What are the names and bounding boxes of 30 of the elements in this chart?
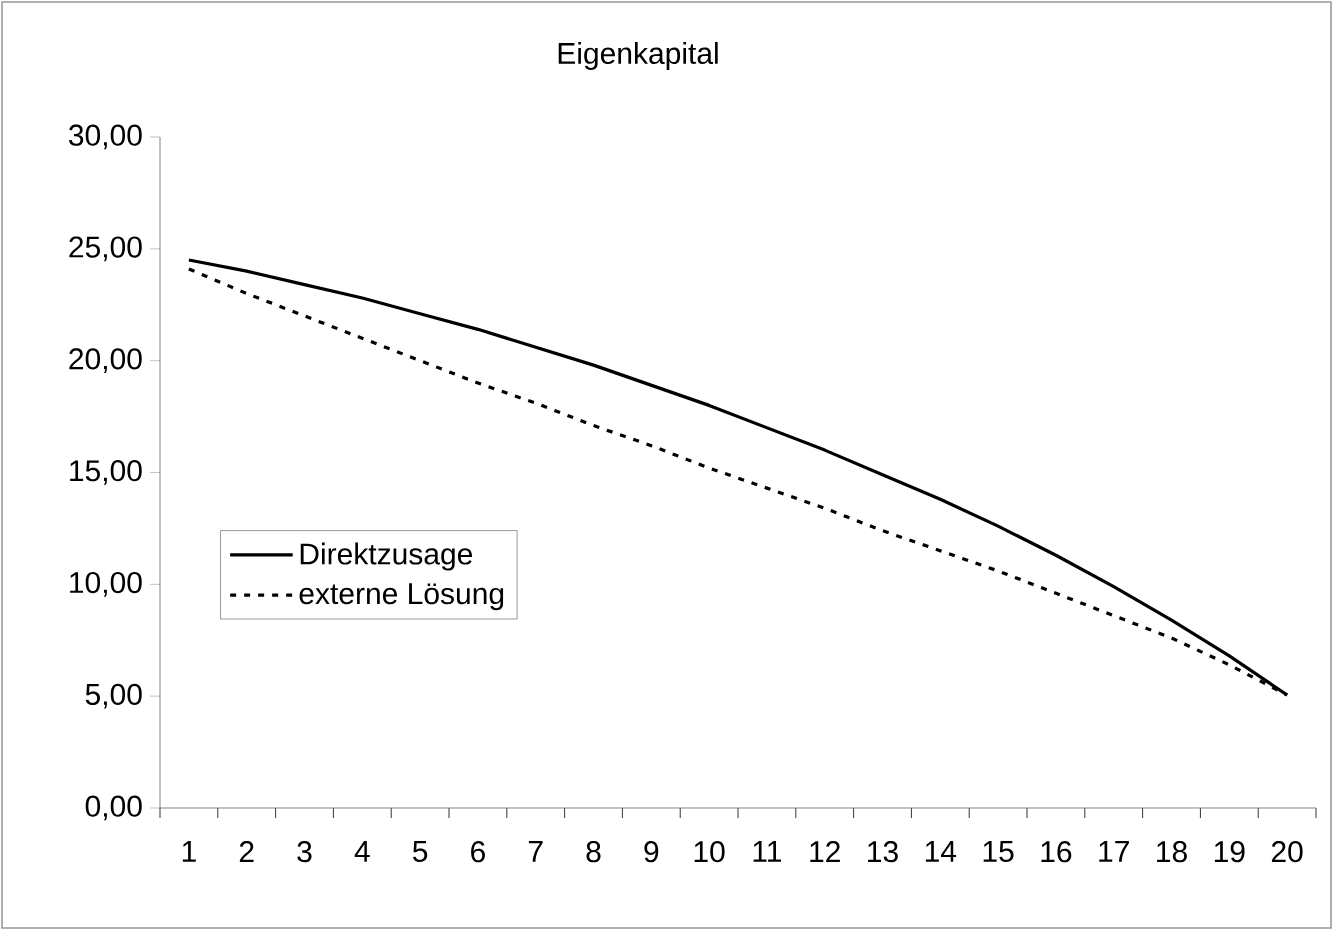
- x-tick-label: 10: [694, 841, 725, 863]
- x-tick-label: 16: [1041, 841, 1072, 863]
- x-tick-label: 2: [239, 841, 254, 862]
- y-tick-label: 10,00: [70, 571, 142, 597]
- y-tick-label: 30,00: [69, 124, 142, 150]
- x-tick-label: 5: [412, 841, 428, 862]
- x-tick-label: 12: [810, 841, 840, 862]
- x-tick-label: 3: [297, 841, 312, 863]
- x-tick-label: 17: [1099, 841, 1129, 862]
- x-tick-label: 9: [644, 841, 659, 863]
- y-tick-label: 5,00: [85, 683, 142, 709]
- x-tick-label: 6: [471, 841, 485, 863]
- chart-title: Eigenkapital: [558, 42, 718, 70]
- x-tick-label: 1: [182, 841, 196, 862]
- x-tick-label: 14: [925, 841, 957, 862]
- y-tick-label: 25,00: [69, 236, 142, 262]
- x-tick-label: 18: [1157, 841, 1187, 863]
- x-tick-label: 4: [354, 841, 370, 862]
- x-tick-label: 11: [753, 841, 782, 862]
- y-tick-label: 20,00: [69, 348, 142, 374]
- x-tick-label: 7: [528, 841, 543, 862]
- legend-label: externe Lösung: [299, 583, 504, 611]
- x-tick-label: 20: [1271, 841, 1303, 863]
- x-tick-label: 8: [586, 841, 601, 863]
- y-tick-label: 15,00: [70, 460, 142, 485]
- legend-label: Direktzusage: [300, 542, 473, 571]
- x-tick-label: 15: [983, 841, 1014, 862]
- x-tick-label: 13: [868, 841, 898, 863]
- x-tick-label: 19: [1214, 841, 1245, 863]
- y-tick-label: 0,00: [85, 795, 142, 821]
